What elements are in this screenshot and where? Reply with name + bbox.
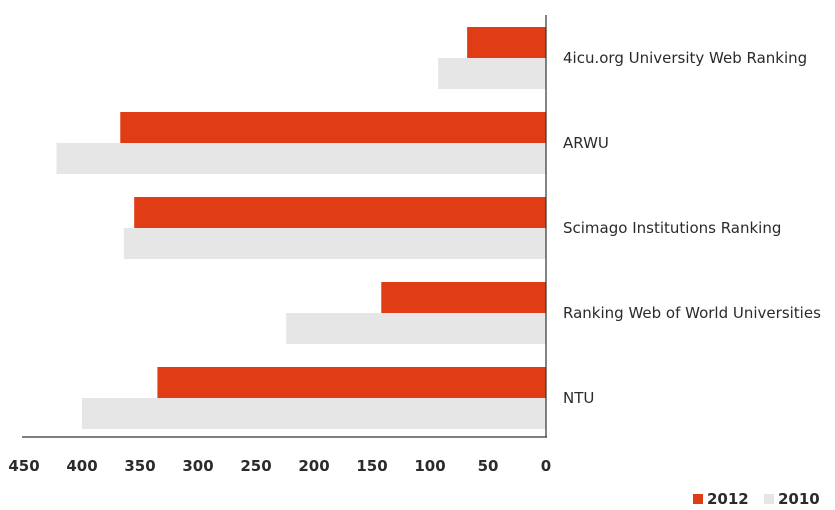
x-tick-label: 150 xyxy=(356,457,387,475)
legend-swatch-2010 xyxy=(764,494,774,504)
bar-2010-1 xyxy=(56,143,546,174)
category-label: Ranking Web of World Universities xyxy=(563,304,821,322)
bar-2012-2 xyxy=(134,197,546,228)
x-tick-label: 400 xyxy=(66,457,97,475)
x-tick-label: 0 xyxy=(541,457,551,475)
x-tick-labels: 450 400 350 300 250 200 150 100 50 0 xyxy=(8,457,551,475)
category-label: ARWU xyxy=(563,134,609,152)
category-label: NTU xyxy=(563,389,594,407)
bar-2012-3 xyxy=(381,282,546,313)
x-tick-label: 250 xyxy=(240,457,271,475)
x-tick-label: 350 xyxy=(124,457,155,475)
bar-2012-1 xyxy=(120,112,546,143)
x-tick-label: 50 xyxy=(478,457,499,475)
bars-group xyxy=(56,27,546,429)
bar-2010-3 xyxy=(286,313,546,344)
legend-swatch-2012 xyxy=(693,494,703,504)
bar-2012-4 xyxy=(157,367,546,398)
bar-2012-0 xyxy=(467,27,546,58)
x-tick-label: 200 xyxy=(298,457,329,475)
bar-2010-4 xyxy=(82,398,546,429)
category-label: 4icu.org University Web Ranking xyxy=(563,49,807,67)
legend-label-2010: 2010 xyxy=(778,490,820,508)
legend: 2012 2010 xyxy=(693,490,820,508)
x-tick-label: 100 xyxy=(414,457,445,475)
bar-2010-2 xyxy=(123,228,546,259)
x-tick-label: 300 xyxy=(182,457,213,475)
legend-label-2012: 2012 xyxy=(707,490,749,508)
category-label: Scimago Institutions Ranking xyxy=(563,219,781,237)
x-tick-label: 450 xyxy=(8,457,39,475)
bar-2010-0 xyxy=(438,58,546,89)
category-labels: 4icu.org University Web Ranking ARWU Scima… xyxy=(563,49,821,407)
